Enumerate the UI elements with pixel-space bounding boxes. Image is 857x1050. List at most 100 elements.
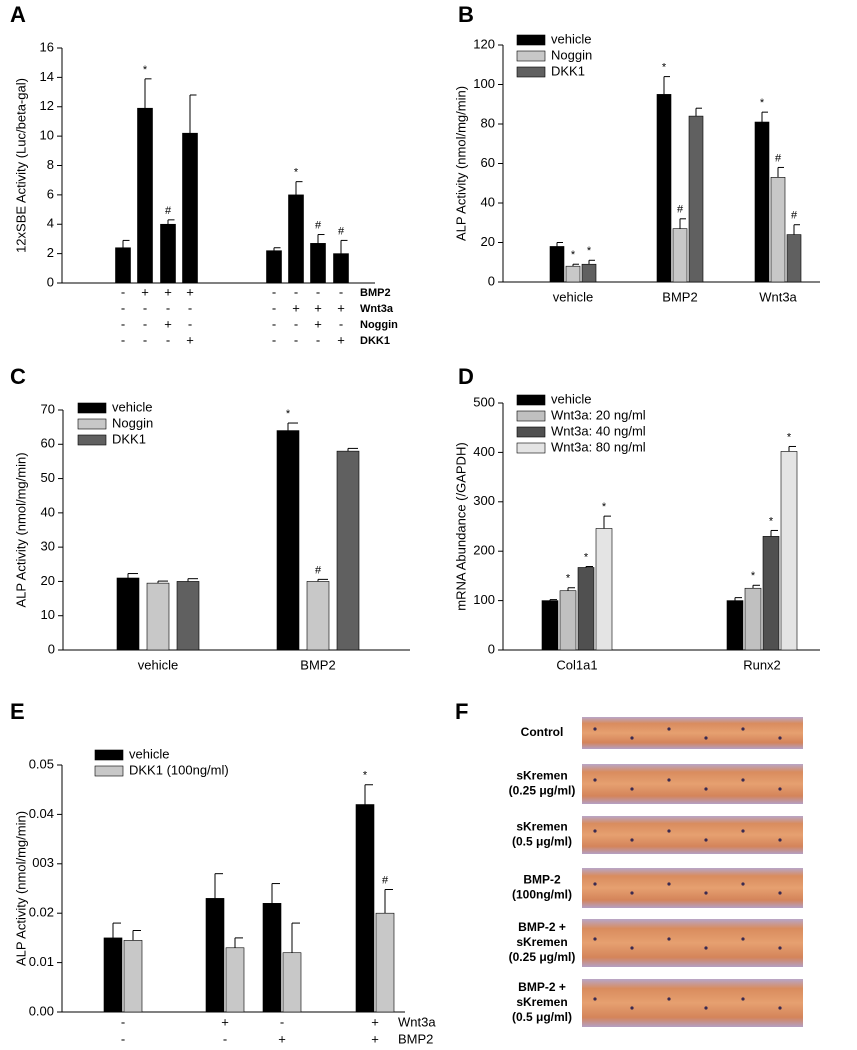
condition-sign: - — [166, 332, 170, 347]
histology-image — [582, 816, 803, 854]
image-label: (0.25 μg/ml) — [509, 950, 576, 964]
cell-nucleus — [593, 727, 597, 731]
x-tick-label: Runx2 — [743, 657, 781, 672]
condition-sign: - — [272, 284, 276, 299]
significance-mark: # — [775, 152, 782, 164]
legend-swatch — [516, 426, 546, 438]
y-tick-label: 60 — [481, 155, 495, 170]
y-tick-label: 100 — [473, 76, 495, 91]
y-tick-label: 0 — [48, 641, 55, 656]
condition-sign: - — [121, 332, 125, 347]
cell-nucleus — [704, 838, 708, 842]
bar — [276, 430, 300, 651]
bar — [581, 263, 597, 283]
condition-sign: + — [278, 1031, 286, 1046]
condition-sign: - — [121, 1014, 125, 1029]
cell-nucleus — [630, 787, 634, 791]
y-tick-label: 70 — [41, 401, 55, 416]
histology-image — [582, 764, 803, 804]
condition-sign: + — [371, 1031, 379, 1046]
bar — [176, 581, 200, 651]
condition-sign: + — [371, 1014, 379, 1029]
image-label: (100ng/ml) — [512, 888, 572, 902]
condition-sign: + — [314, 316, 322, 331]
cell-nucleus — [593, 937, 597, 941]
cell-nucleus — [741, 997, 745, 1001]
legend-label: DKK1 — [551, 63, 585, 78]
condition-sign: - — [316, 284, 320, 299]
bar — [754, 121, 770, 283]
bar — [786, 234, 802, 283]
significance-mark: * — [751, 570, 756, 582]
y-tick-label: 2 — [47, 245, 54, 260]
condition-sign: - — [272, 316, 276, 331]
bar — [726, 600, 744, 651]
significance-mark: * — [571, 249, 576, 261]
histology-image — [582, 868, 803, 908]
condition-sign: - — [339, 316, 343, 331]
significance-mark: * — [363, 770, 368, 782]
y-tick-label: 40 — [41, 504, 55, 519]
y-axis-label: ALP Activity (nmol/mg/min) — [13, 452, 28, 607]
condition-sign: + — [186, 284, 194, 299]
x-tick-label: Col1a1 — [556, 657, 597, 672]
y-tick-label: 003 — [32, 855, 54, 870]
x-tick-label: vehicle — [138, 657, 178, 672]
significance-mark: # — [382, 874, 389, 886]
cell-nucleus — [741, 829, 745, 833]
bar — [306, 581, 330, 651]
bar — [595, 528, 613, 651]
legend-swatch — [94, 765, 124, 777]
cell-nucleus — [630, 1006, 634, 1010]
bar — [656, 94, 672, 283]
y-tick-label: 0.01 — [29, 954, 54, 969]
cell-nucleus — [704, 946, 708, 950]
y-tick-label: 12 — [40, 98, 54, 113]
significance-mark: # — [315, 219, 322, 231]
legend-swatch — [516, 410, 546, 422]
cell-nucleus — [704, 736, 708, 740]
bar — [116, 577, 140, 651]
cell-nucleus — [741, 937, 745, 941]
panel-letter: A — [10, 2, 26, 27]
bar — [137, 107, 153, 284]
significance-mark: # — [791, 210, 798, 222]
legend-swatch — [516, 66, 546, 78]
bar — [549, 246, 565, 283]
cell-nucleus — [778, 787, 782, 791]
legend-label: vehicle — [129, 746, 169, 761]
bar — [266, 250, 282, 284]
y-tick-label: 0 — [488, 641, 495, 656]
bar — [672, 228, 688, 283]
bar — [336, 450, 360, 651]
cell-nucleus — [667, 778, 671, 782]
significance-mark: * — [662, 62, 667, 74]
bar — [559, 590, 577, 651]
cell-nucleus — [704, 1006, 708, 1010]
condition-sign: - — [294, 332, 298, 347]
bar — [182, 132, 198, 284]
bar — [115, 247, 131, 284]
histology-image — [582, 717, 803, 749]
condition-sign: - — [166, 300, 170, 315]
condition-sign: + — [186, 332, 194, 347]
condition-sign: + — [164, 316, 172, 331]
condition-sign: - — [223, 1031, 227, 1046]
y-tick-label: 0 — [47, 274, 54, 289]
bar — [780, 451, 798, 651]
bar — [123, 940, 143, 1013]
condition-name: DKK1 — [360, 335, 390, 347]
x-tick-label: BMP2 — [300, 657, 335, 672]
condition-sign: + — [337, 332, 345, 347]
y-tick-label: 40 — [481, 194, 495, 209]
cell-nucleus — [667, 829, 671, 833]
bar — [565, 265, 581, 283]
condition-sign: - — [143, 300, 147, 315]
condition-sign: - — [121, 1031, 125, 1046]
significance-mark: * — [587, 245, 592, 257]
cell-nucleus — [778, 1006, 782, 1010]
y-tick-label: 16 — [40, 39, 54, 54]
legend-label: DKK1 — [112, 431, 146, 446]
condition-sign: + — [292, 300, 300, 315]
panel-letter: D — [458, 364, 474, 389]
